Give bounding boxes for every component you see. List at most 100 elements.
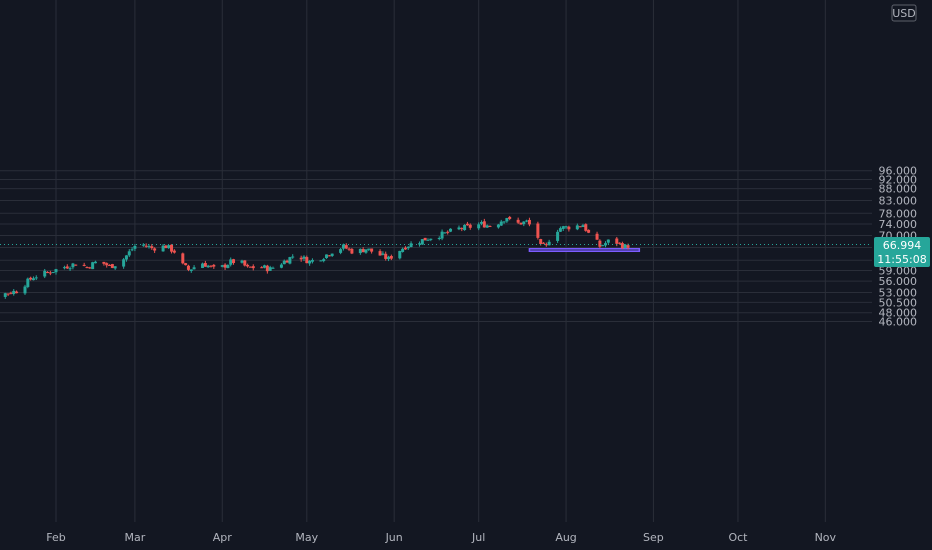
time-tick-label: Mar — [125, 531, 146, 544]
candle-body — [124, 255, 128, 260]
price-tick-label: 50.500 — [879, 296, 918, 309]
currency-label: USD — [892, 7, 916, 20]
candle-body — [460, 228, 464, 230]
candle-body — [587, 229, 591, 233]
candle-body — [302, 256, 306, 259]
time-tick-label: Sep — [643, 531, 664, 544]
candle-body — [358, 248, 362, 254]
candle-body — [556, 231, 560, 241]
candle-body — [43, 270, 47, 277]
candle-body — [271, 267, 275, 269]
currency-badge[interactable] — [891, 4, 917, 22]
candle-body — [9, 292, 13, 294]
candle-body — [477, 224, 481, 229]
candle-body — [220, 265, 224, 267]
candle-body — [496, 224, 500, 228]
candle-body — [426, 239, 430, 241]
candle-body — [291, 256, 295, 258]
candle-body — [68, 268, 72, 270]
support-zone[interactable] — [528, 247, 641, 253]
candle-body — [539, 239, 543, 244]
candle-body — [232, 259, 236, 264]
candle-body — [74, 264, 78, 266]
candle-body — [446, 231, 450, 233]
candle-body — [384, 253, 388, 259]
candle-body — [465, 223, 469, 226]
candles-layer — [3, 215, 630, 299]
candle-body — [381, 253, 385, 255]
candle-body — [449, 228, 453, 232]
candle-body — [564, 226, 568, 228]
candle-body — [567, 226, 571, 230]
candle-body — [184, 263, 188, 266]
candle-body — [3, 293, 7, 297]
candle-body — [485, 225, 489, 228]
candle-body — [71, 263, 75, 268]
candle-body — [370, 248, 374, 252]
price-tick-label: 92.000 — [879, 173, 918, 186]
candle-body — [389, 256, 393, 259]
price-tick-label: 83.000 — [879, 195, 918, 208]
candle-body — [344, 245, 348, 249]
candle-body — [468, 224, 472, 228]
candle-body — [181, 253, 185, 264]
candle-body — [606, 239, 610, 243]
candle-body — [378, 251, 382, 256]
candle-body — [604, 243, 608, 246]
support-zone-layer — [528, 247, 641, 253]
candle-body — [457, 227, 461, 230]
time-tick-label: Jun — [385, 531, 403, 544]
candle-body — [525, 220, 529, 222]
candle-body — [623, 244, 627, 249]
candle-body — [15, 291, 19, 294]
candle-body — [308, 260, 312, 264]
candle-body — [364, 249, 368, 253]
candle-body — [51, 272, 55, 274]
candle-body — [23, 286, 27, 294]
candle-body — [102, 261, 106, 264]
current-price-label: 66.994 — [883, 239, 922, 252]
candle-body — [144, 245, 148, 247]
chart-grid — [0, 0, 872, 522]
candle-body — [615, 238, 619, 244]
candle-body — [186, 265, 190, 270]
candle-body — [203, 262, 207, 267]
candle-body — [508, 216, 512, 219]
time-tick-label: Feb — [46, 531, 65, 544]
candle-body — [398, 250, 402, 259]
candle-body — [141, 244, 145, 246]
candle-body — [167, 245, 171, 249]
candle-body — [246, 264, 250, 267]
candle-body — [561, 226, 565, 229]
candle-body — [310, 259, 314, 262]
candle-body — [113, 266, 117, 269]
candle-body — [229, 259, 233, 265]
candle-body — [387, 256, 391, 260]
candle-body — [584, 224, 588, 231]
candle-body — [544, 244, 548, 246]
time-tick-label: Aug — [555, 531, 576, 544]
candle-body — [150, 246, 154, 249]
price-tick-label: 56.000 — [879, 275, 918, 288]
candle-body — [46, 271, 50, 273]
candle-body — [502, 221, 506, 223]
candle-body — [578, 226, 582, 228]
axes-layer — [872, 0, 932, 550]
candle-body — [65, 266, 69, 269]
price-axis[interactable] — [872, 0, 932, 550]
candle-body — [581, 225, 585, 228]
candle-body — [327, 255, 331, 257]
candle-body — [488, 225, 492, 227]
candle-body — [322, 259, 326, 262]
price-tick-label: 78.000 — [879, 207, 918, 220]
candle-body — [542, 242, 546, 244]
candle-body — [12, 290, 16, 295]
candle-body — [48, 272, 52, 274]
candle-body — [251, 266, 255, 269]
candle-body — [93, 261, 97, 264]
candle-body — [82, 264, 86, 266]
price-tick-label: 59.000 — [879, 264, 918, 277]
candle-body — [263, 265, 267, 268]
candle-body — [110, 264, 114, 268]
